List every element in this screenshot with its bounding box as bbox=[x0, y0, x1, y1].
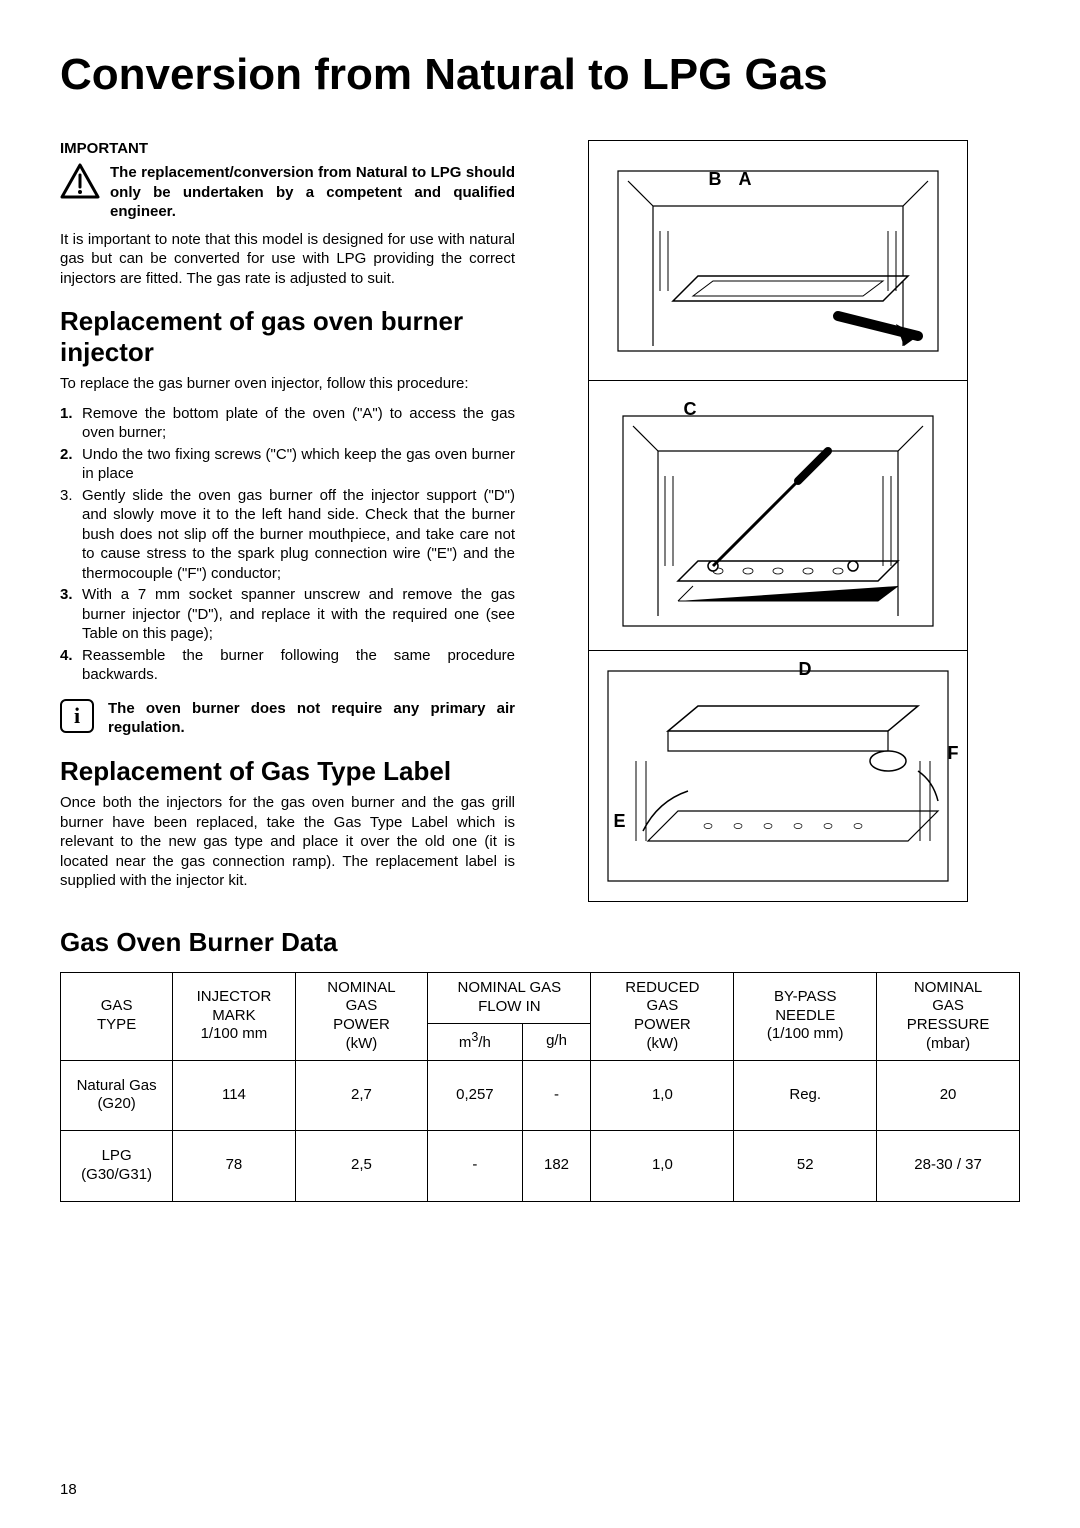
right-column: B A bbox=[535, 140, 1020, 907]
cell-flow-gh: - bbox=[522, 1060, 591, 1131]
cell-nominal-power: 2,5 bbox=[295, 1131, 428, 1202]
warning-block: The replacement/conversion from Natural … bbox=[60, 163, 515, 222]
procedure-intro: To replace the gas burner oven injector,… bbox=[60, 374, 515, 394]
col-nominal-power: NOMINALGASPOWER(kW) bbox=[295, 972, 428, 1060]
info-note-text: The oven burner does not require any pri… bbox=[108, 699, 515, 738]
content-area: IMPORTANT The replacement/conversion fro… bbox=[60, 140, 1020, 907]
heading-replacement-injector: Replacement of gas oven burner injector bbox=[60, 306, 515, 368]
cell-reduced-power: 1,0 bbox=[591, 1131, 734, 1202]
step-text: Gently slide the oven gas burner off the… bbox=[82, 487, 515, 582]
diagram-label-b: B bbox=[709, 169, 722, 190]
cell-pressure: 20 bbox=[877, 1060, 1020, 1131]
label-paragraph: Once both the injectors for the gas oven… bbox=[60, 793, 515, 891]
diagram-label-d: D bbox=[799, 659, 812, 680]
cell-flow-m3h: - bbox=[428, 1131, 522, 1202]
page-title: Conversion from Natural to LPG Gas bbox=[60, 50, 1020, 100]
step-number: 3. bbox=[60, 585, 73, 605]
cell-gas-type: LPG(G30/G31) bbox=[61, 1131, 173, 1202]
list-item: 4. Reassemble the burner following the sa… bbox=[60, 646, 515, 685]
step-number: 2. bbox=[60, 445, 73, 465]
col-bypass: BY-PASSNEEDLE(1/100 mm) bbox=[734, 972, 877, 1060]
cell-bypass: 52 bbox=[734, 1131, 877, 1202]
page-number: 18 bbox=[60, 1481, 77, 1498]
step-text: Remove the bottom plate of the oven ("A"… bbox=[82, 405, 515, 442]
table-row: LPG(G30/G31) 78 2,5 - 182 1,0 52 28-30 /… bbox=[61, 1131, 1020, 1202]
warning-triangle-icon bbox=[60, 163, 100, 222]
col-reduced-power: REDUCEDGASPOWER(kW) bbox=[591, 972, 734, 1060]
cell-injector: 78 bbox=[173, 1131, 295, 1202]
gas-burner-data-table: GASTYPE INJECTORMARK1/100 mm NOMINALGASP… bbox=[60, 972, 1020, 1202]
diagram-container: B A bbox=[588, 140, 968, 902]
diagram-label-e: E bbox=[614, 811, 626, 832]
list-item: 2. Undo the two fixing screws ("C") which… bbox=[60, 445, 515, 484]
step-number: 3. bbox=[60, 486, 73, 506]
left-column: IMPORTANT The replacement/conversion fro… bbox=[60, 140, 515, 907]
info-icon: i bbox=[60, 699, 94, 733]
cell-gas-type: Natural Gas(G20) bbox=[61, 1060, 173, 1131]
diagram-label-c: C bbox=[684, 399, 697, 420]
cell-pressure: 28-30 / 37 bbox=[877, 1131, 1020, 1202]
diagram-panel-3: D E F bbox=[589, 651, 967, 901]
intro-paragraph: It is important to note that this model … bbox=[60, 230, 515, 289]
diagram-panel-1: B A bbox=[589, 141, 967, 381]
diagram-panel-2: C bbox=[589, 381, 967, 651]
list-item: 3. With a 7 mm socket spanner unscrew and… bbox=[60, 585, 515, 644]
cell-flow-gh: 182 bbox=[522, 1131, 591, 1202]
step-text: With a 7 mm socket spanner unscrew and r… bbox=[82, 586, 515, 642]
info-note-block: i The oven burner does not require any p… bbox=[60, 699, 515, 738]
step-text: Reassemble the burner following the same… bbox=[82, 647, 515, 684]
warning-text: The replacement/conversion from Natural … bbox=[110, 163, 515, 222]
step-number: 1. bbox=[60, 404, 73, 424]
steps-list: 1. Remove the bottom plate of the oven ("… bbox=[60, 404, 515, 685]
col-flow-m3h: m3/h bbox=[428, 1024, 522, 1060]
list-item: 1. Remove the bottom plate of the oven ("… bbox=[60, 404, 515, 443]
table-heading: Gas Oven Burner Data bbox=[60, 927, 1020, 958]
step-text: Undo the two fixing screws ("C") which k… bbox=[82, 446, 515, 483]
heading-gas-type-label: Replacement of Gas Type Label bbox=[60, 756, 515, 787]
cell-bypass: Reg. bbox=[734, 1060, 877, 1131]
col-flow-gh: g/h bbox=[522, 1024, 591, 1060]
table-row: Natural Gas(G20) 114 2,7 0,257 - 1,0 Reg… bbox=[61, 1060, 1020, 1131]
step-number: 4. bbox=[60, 646, 73, 666]
cell-reduced-power: 1,0 bbox=[591, 1060, 734, 1131]
cell-flow-m3h: 0,257 bbox=[428, 1060, 522, 1131]
col-injector-mark: INJECTORMARK1/100 mm bbox=[173, 972, 295, 1060]
important-label: IMPORTANT bbox=[60, 140, 515, 157]
table-header-row: GASTYPE INJECTORMARK1/100 mm NOMINALGASP… bbox=[61, 972, 1020, 1024]
col-nominal-flow: NOMINAL GASFLOW IN bbox=[428, 972, 591, 1024]
cell-nominal-power: 2,7 bbox=[295, 1060, 428, 1131]
col-pressure: NOMINALGASPRESSURE(mbar) bbox=[877, 972, 1020, 1060]
cell-injector: 114 bbox=[173, 1060, 295, 1131]
diagram-label-f: F bbox=[948, 743, 959, 764]
col-gas-type: GASTYPE bbox=[61, 972, 173, 1060]
list-item: 3. Gently slide the oven gas burner off t… bbox=[60, 486, 515, 584]
diagram-label-a: A bbox=[739, 169, 752, 190]
